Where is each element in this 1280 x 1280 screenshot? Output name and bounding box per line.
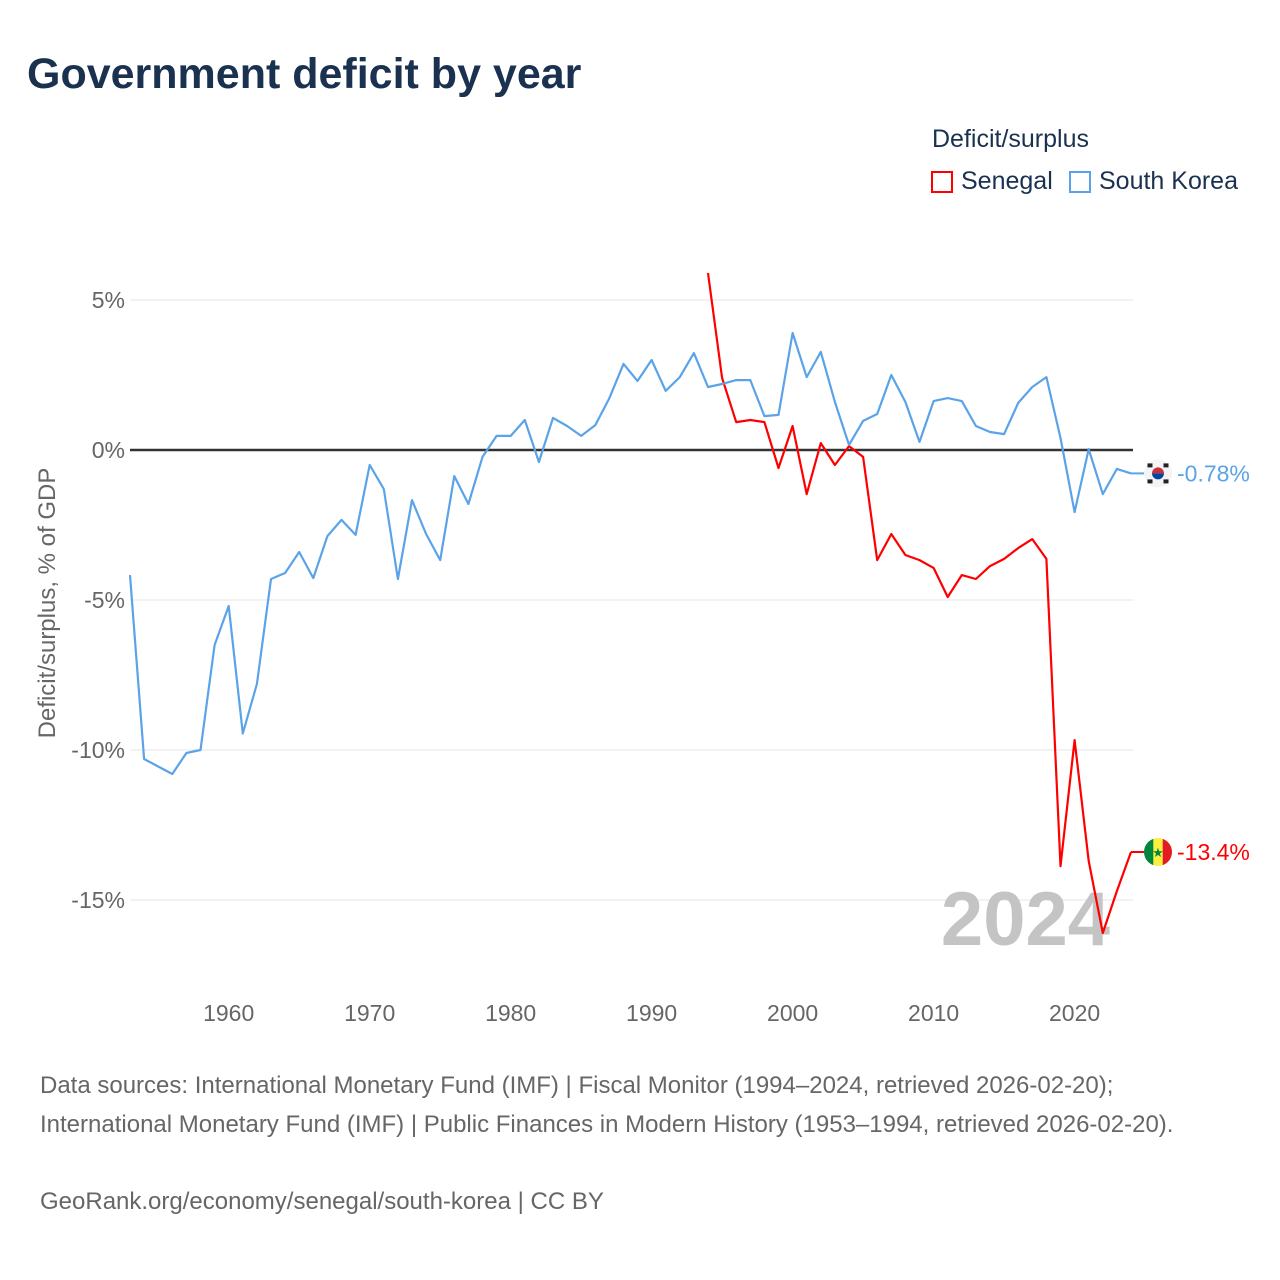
legend-title: Deficit/surplus [932, 125, 1089, 153]
credit-link[interactable]: GeoRank.org/economy/senegal/south-korea … [40, 1188, 604, 1215]
x-tick-label: 2010 [908, 1000, 959, 1026]
flag-green [1144, 838, 1153, 866]
y-tick-label: -15% [71, 887, 125, 913]
x-tick-label: 1970 [344, 1000, 395, 1026]
chart-title: Government deficit by year [27, 50, 582, 98]
flag-trigram [1147, 479, 1153, 484]
end-value-label: -0.78% [1177, 460, 1250, 486]
flag-blue [1152, 473, 1164, 480]
flag-trigram [1163, 479, 1169, 484]
end-value-label: -13.4% [1177, 839, 1250, 865]
x-tick-label: 2020 [1049, 1000, 1100, 1026]
south-korea-flag-icon [1144, 459, 1172, 488]
y-tick-label: 5% [92, 287, 125, 313]
flag-red [1152, 467, 1164, 474]
line-chart: 5% 0% -5% -10% -15% 1960 1970 1980 1990 2000 2010 2… [34, 272, 1250, 1026]
legend-label: South Korea [1099, 167, 1238, 195]
flag-trigram [1147, 463, 1153, 468]
data-sources: Data sources: International Monetary Fun… [40, 1072, 1174, 1138]
y-axis-label: Deficit/surplus, % of GDP [34, 468, 61, 739]
legend-swatch-south-korea [1069, 170, 1091, 193]
flag-red [1163, 838, 1172, 866]
x-tick-label: 1990 [626, 1000, 677, 1026]
x-tick-label: 1960 [203, 1000, 254, 1026]
senegal-flag-icon: ★ [1144, 838, 1172, 866]
y-tick-label: -10% [71, 737, 125, 763]
legend-item-senegal[interactable]: Senegal [931, 167, 1053, 196]
series-line-south-korea [128, 331, 1132, 776]
legend-item-south-korea[interactable]: South Korea [1069, 167, 1238, 196]
x-tick-label: 2000 [767, 1000, 818, 1026]
x-tick-label: 1980 [485, 1000, 536, 1026]
flag-star: ★ [1152, 845, 1164, 860]
flag-trigram [1163, 463, 1169, 468]
y-tick-label: -5% [84, 587, 125, 613]
legend-label: Senegal [961, 167, 1053, 195]
y-tick-label: 0% [92, 437, 125, 463]
year-watermark: 2024 [941, 877, 1110, 962]
legend-swatch-senegal [931, 170, 953, 193]
series-line-senegal [706, 272, 1133, 935]
